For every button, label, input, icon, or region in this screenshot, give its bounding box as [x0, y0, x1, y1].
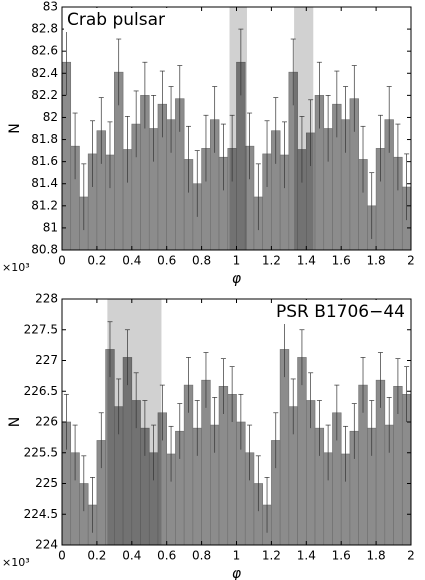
y-tick-label: 82.6: [31, 44, 58, 58]
shaded-region: [294, 7, 314, 250]
y-offset-label: ×10³: [2, 261, 30, 274]
x-tick-label: 1: [233, 549, 241, 563]
y-tick-label: 82: [43, 110, 58, 124]
x-tick-label: 0.6: [157, 254, 176, 268]
x-tick-label: 0: [58, 254, 66, 268]
x-tick-label: 0: [58, 549, 66, 563]
x-tick-label: 2: [407, 549, 415, 563]
x-tick-label: 1.8: [367, 254, 386, 268]
y-tick-label: 83: [43, 0, 58, 14]
y-tick-label: 81.4: [31, 176, 58, 190]
y-tick-label: 81.2: [31, 198, 58, 212]
y-tick-label: 228: [35, 292, 58, 306]
x-tick-label: 1.2: [262, 254, 281, 268]
panel-title: Crab pulsar: [67, 10, 165, 30]
y-tick-label: 225.5: [24, 445, 58, 459]
y-tick-label: 224.5: [24, 507, 58, 521]
y-tick-label: 82.8: [31, 22, 58, 36]
x-tick-label: 1.6: [332, 254, 351, 268]
y-tick-label: 81.8: [31, 132, 58, 146]
x-tick-label: 1.4: [297, 254, 316, 268]
x-tick-label: 0.2: [87, 254, 106, 268]
x-tick-label: 1.8: [367, 549, 386, 563]
y-offset-label: ×10³: [2, 556, 30, 569]
y-axis-label: N: [7, 417, 23, 427]
y-tick-label: 82.2: [31, 88, 58, 102]
shaded-region: [107, 299, 162, 545]
y-tick-label: 227: [35, 353, 58, 367]
y-tick-label: 226: [35, 415, 58, 429]
y-axis-label: N: [7, 123, 23, 133]
y-tick-label: 224: [35, 538, 58, 552]
bar: [279, 349, 290, 546]
y-tick-label: 82.4: [31, 66, 58, 80]
y-tick-label: 227.5: [24, 322, 58, 336]
x-tick-label: 0.4: [122, 549, 141, 563]
bar: [297, 357, 307, 546]
title-box: [272, 300, 408, 324]
y-tick-label: 80.8: [31, 243, 58, 257]
x-tick-label: 0.2: [87, 549, 106, 563]
x-tick-label: 0.8: [192, 549, 211, 563]
y-tick-label: 81.6: [31, 154, 58, 168]
y-tick-label: 226.5: [24, 384, 58, 398]
x-tick-label: 1.6: [332, 549, 351, 563]
shaded-region: [229, 7, 247, 250]
title-box: [64, 8, 169, 32]
x-tick-label: 1.2: [262, 549, 281, 563]
x-tick-label: 0.8: [192, 254, 211, 268]
x-axis-label: φ: [232, 566, 242, 580]
y-tick-label: 225: [35, 476, 58, 490]
x-tick-label: 0.4: [122, 254, 141, 268]
x-tick-label: 0.6: [157, 549, 176, 563]
x-tick-label: 2: [407, 254, 415, 268]
y-tick-label: 81: [43, 220, 58, 234]
x-tick-label: 1: [233, 254, 241, 268]
x-tick-label: 1.4: [297, 549, 316, 563]
panel-title: PSR B1706−44: [276, 302, 405, 322]
x-axis-label: φ: [232, 271, 242, 287]
